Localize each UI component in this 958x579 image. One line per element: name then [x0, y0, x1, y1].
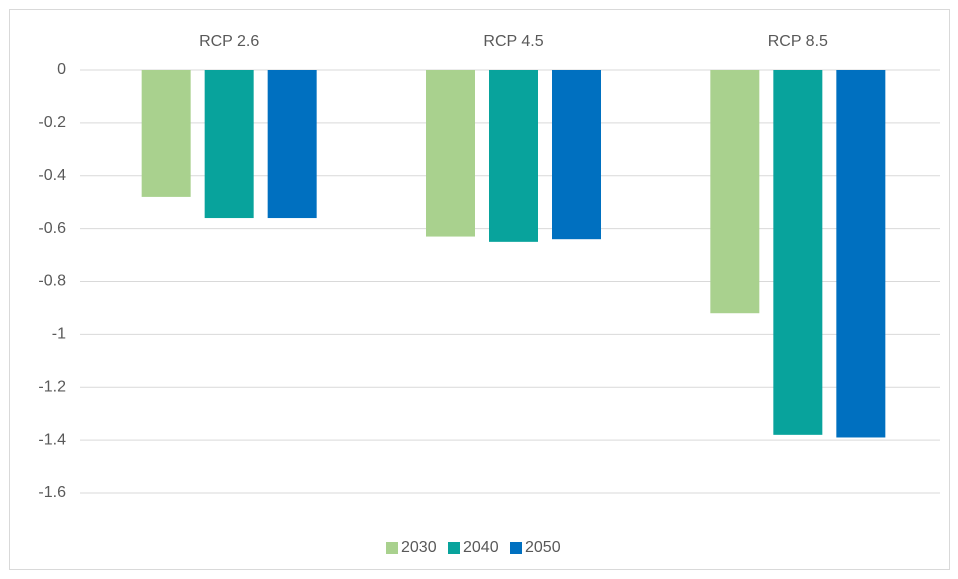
y-tick-label: 0	[57, 61, 66, 78]
bar	[489, 70, 538, 242]
bar	[426, 70, 475, 237]
legend-swatch	[448, 542, 460, 554]
bar	[141, 70, 191, 197]
y-tick-label: -0.8	[38, 273, 66, 290]
y-tick-label: -1	[52, 326, 66, 343]
legend-swatch	[386, 542, 398, 554]
x-tick-label: RCP 8.5	[768, 33, 828, 50]
legend-label: 2050	[525, 539, 561, 556]
y-tick-label: -1.6	[38, 484, 66, 501]
bar	[836, 70, 886, 438]
y-tick-label: -0.4	[38, 167, 66, 184]
x-tick-label: RCP 4.5	[483, 33, 543, 50]
y-tick-label: -0.6	[38, 220, 66, 237]
bar	[773, 70, 823, 435]
y-tick-label: -1.2	[38, 378, 66, 395]
bar	[552, 70, 601, 240]
legend-swatch	[510, 542, 522, 554]
bar	[267, 70, 317, 219]
bar	[710, 70, 760, 314]
y-tick-label: -1.4	[38, 431, 66, 448]
y-tick-label: -0.2	[38, 114, 66, 131]
legend-label: 2040	[463, 539, 499, 556]
bar	[204, 70, 254, 219]
x-tick-label: RCP 2.6	[199, 33, 259, 50]
legend-label: 2030	[401, 539, 437, 556]
